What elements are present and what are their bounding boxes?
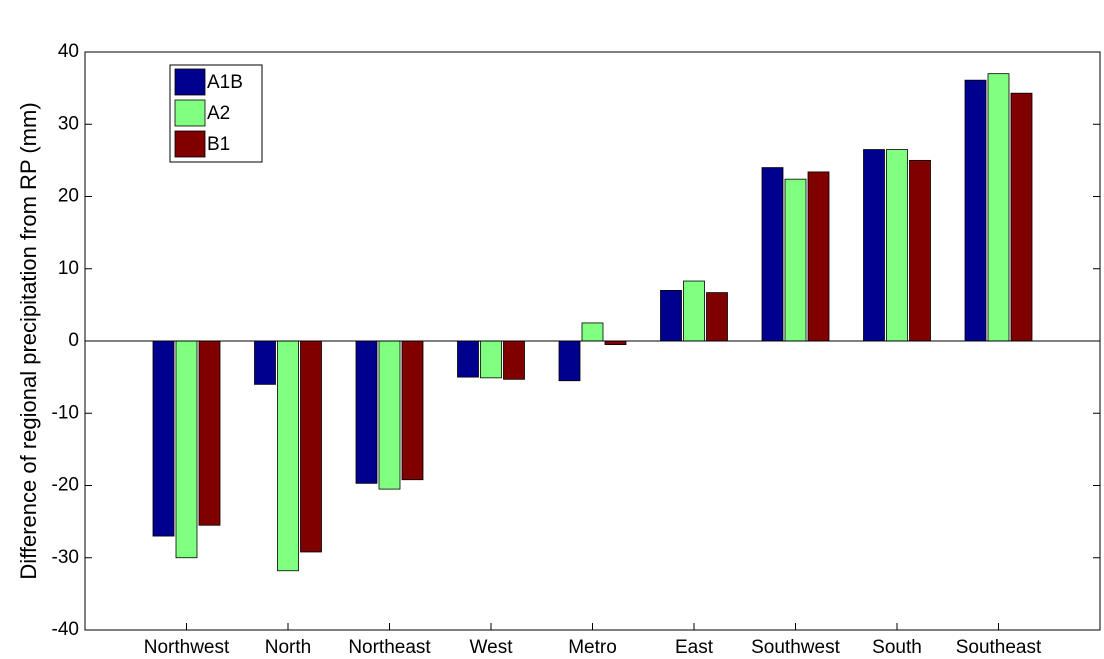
bar bbox=[761, 167, 784, 342]
bar bbox=[480, 340, 502, 379]
y-tick-label: 30 bbox=[58, 113, 79, 134]
y-tick-label: 0 bbox=[68, 330, 79, 351]
y-tick-label: 40 bbox=[58, 41, 79, 62]
bar bbox=[457, 340, 479, 378]
bar bbox=[152, 340, 175, 537]
bar bbox=[784, 178, 807, 342]
bar bbox=[503, 340, 525, 380]
bar bbox=[558, 340, 581, 382]
legend-label: A2 bbox=[207, 103, 230, 124]
y-tick-label: 10 bbox=[58, 258, 79, 279]
bar bbox=[909, 159, 931, 342]
bar bbox=[378, 340, 401, 490]
legend-swatch bbox=[174, 99, 206, 127]
bar bbox=[355, 340, 378, 484]
y-tick-label: -40 bbox=[52, 619, 79, 640]
y-tick-label: 20 bbox=[58, 186, 79, 207]
x-tick-label: Northwest bbox=[144, 637, 230, 658]
bar bbox=[581, 322, 604, 342]
x-tick-label: East bbox=[675, 637, 714, 658]
bar bbox=[300, 340, 322, 553]
legend-label: A1B bbox=[207, 72, 243, 93]
legend-label: B1 bbox=[207, 134, 230, 155]
y-axis-label: Difference of regional precipitation fro… bbox=[16, 102, 41, 579]
bar bbox=[964, 79, 987, 342]
bar bbox=[987, 73, 1010, 342]
bar bbox=[683, 280, 705, 342]
y-tick-label: -20 bbox=[52, 475, 79, 496]
bar bbox=[604, 340, 627, 346]
bar bbox=[277, 340, 299, 572]
x-tick-label: West bbox=[470, 637, 514, 658]
y-tick-label: -10 bbox=[52, 402, 79, 423]
bar bbox=[807, 171, 830, 342]
bar bbox=[175, 340, 198, 559]
bar bbox=[198, 340, 221, 526]
y-tick-label: -30 bbox=[52, 547, 79, 568]
bar bbox=[1010, 92, 1033, 342]
bar bbox=[706, 292, 728, 342]
legend-swatch bbox=[174, 68, 206, 96]
bar bbox=[401, 340, 424, 481]
bar bbox=[660, 290, 682, 342]
x-tick-label: Southwest bbox=[751, 637, 840, 658]
bar bbox=[886, 149, 908, 342]
x-tick-label: Northeast bbox=[348, 637, 431, 658]
legend-swatch bbox=[174, 130, 206, 158]
bar bbox=[254, 340, 276, 385]
x-tick-label: Southeast bbox=[956, 637, 1042, 658]
x-tick-label: Metro bbox=[568, 637, 617, 658]
x-tick-label: North bbox=[265, 637, 311, 658]
x-tick-label: South bbox=[872, 637, 922, 658]
bar bbox=[863, 149, 885, 342]
